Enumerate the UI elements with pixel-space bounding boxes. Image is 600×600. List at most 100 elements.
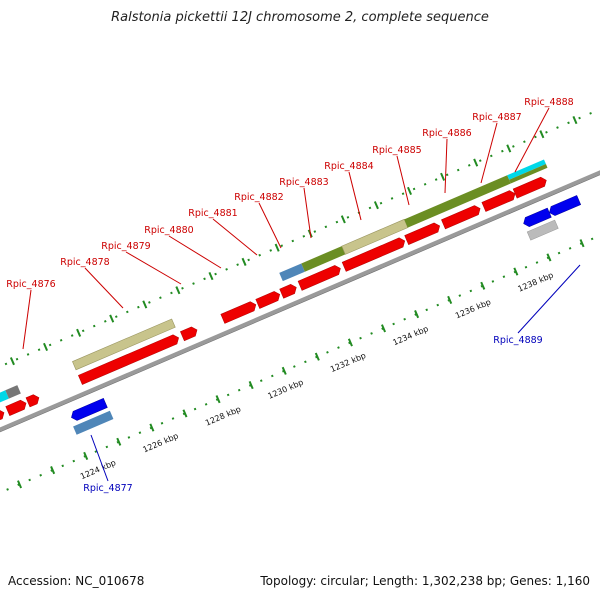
- gene-rpic-4880: [220, 301, 257, 324]
- topology-summary: Topology: circular; Length: 1,302,238 bp…: [260, 574, 590, 588]
- track-major-tick: [572, 115, 578, 125]
- track-major-tick: [539, 130, 545, 139]
- gene-label-rpic-4883: Rpic_4883: [279, 177, 328, 188]
- gene-rpic-4886: [441, 205, 481, 230]
- track-major-tick: [407, 186, 413, 196]
- gene-label-rpic-4884: Rpic_4884: [324, 161, 373, 172]
- track-major-tick: [175, 286, 181, 295]
- gene-rpic-4888: [512, 176, 547, 199]
- gene-rpic-4879: [180, 326, 198, 342]
- cog-bar-rpic-4878: [72, 318, 176, 371]
- gene-rpic-4881: [255, 291, 281, 309]
- gene-leader-line: [212, 218, 258, 256]
- track-major-tick: [142, 300, 148, 309]
- track-major-tick: [513, 267, 519, 276]
- gene-labels: Rpic_4876 Rpic_4877 Rpic_4878 Rpic_4879 Rpic…: [6, 97, 581, 494]
- gene-leader-line: [168, 235, 222, 269]
- gene-leader-line: [480, 122, 498, 184]
- track-major-tick: [149, 423, 155, 432]
- reverse-track-major-ticks: [17, 239, 585, 489]
- track-major-tick: [248, 380, 254, 390]
- forward-genes: [0, 176, 547, 427]
- gene-left-1: [0, 409, 5, 427]
- track-major-tick: [116, 437, 122, 446]
- cog-bar-rpic-4887: [507, 159, 546, 180]
- gene-rpic-4885: [404, 222, 441, 245]
- cog-bar-rpic-4877: [73, 410, 114, 435]
- track-major-tick: [76, 328, 82, 337]
- track-major-tick: [241, 257, 247, 266]
- cog-bar-cyan-left: [0, 390, 9, 411]
- gene-left-3: [25, 394, 40, 408]
- gene-leader-line: [303, 187, 312, 239]
- track-major-tick: [109, 314, 115, 323]
- gene-label-rpic-4885: Rpic_4885: [372, 145, 421, 156]
- gene-leader-line: [517, 264, 581, 334]
- track-major-tick: [50, 466, 56, 475]
- accession-label: Accession: NC_010678: [8, 574, 145, 588]
- gene-label-rpic-4877: Rpic_4877: [83, 483, 132, 494]
- forward-track-dots: [0, 97, 600, 399]
- gene-label-rpic-4887: Rpic_4887: [472, 112, 521, 123]
- map-frame: 1224 kbp 1226 kbp 1228 kbp 1230 kbp 1232 kbp…: [0, 97, 600, 505]
- kbp-scale: 1224 kbp 1226 kbp 1228 kbp 1230 kbp 1232 kbp…: [79, 271, 555, 482]
- reverse-genes: [71, 195, 582, 421]
- gene-rpic-4887: [481, 190, 516, 212]
- gene-label-rpic-4882: Rpic_4882: [234, 192, 283, 203]
- gene-rpic-4889: [523, 207, 552, 227]
- gene-rpic-4883: [297, 265, 341, 291]
- track-major-tick: [414, 310, 420, 319]
- track-major-tick: [314, 352, 320, 361]
- cog-bar-rpic-4885: [404, 175, 511, 228]
- kbp-tick-label: 1226 kbp: [142, 431, 180, 454]
- track-major-tick: [274, 243, 280, 252]
- gene-label-rpic-4878: Rpic_4878: [60, 257, 109, 268]
- gene-right-edge: [549, 195, 582, 216]
- track-major-tick: [9, 357, 15, 366]
- track-major-tick: [506, 144, 512, 153]
- kbp-tick-label: 1228 kbp: [204, 405, 242, 428]
- track-major-tick: [208, 271, 214, 281]
- track-major-tick: [17, 480, 23, 489]
- track-major-tick: [340, 215, 346, 224]
- gene-rpic-4882: [279, 284, 297, 299]
- track-major-tick: [440, 172, 446, 181]
- track-major-tick: [347, 338, 353, 347]
- gene-leader-line: [258, 202, 282, 249]
- track-major-tick: [473, 158, 479, 167]
- track-major-tick: [43, 342, 49, 352]
- kbp-tick-label: 1232 kbp: [329, 351, 367, 374]
- cog-bar-gray-left: [5, 385, 21, 399]
- gene-left-2: [5, 399, 27, 416]
- gene-leader-line: [444, 138, 448, 194]
- gene-leader-line: [22, 289, 32, 350]
- gene-label-rpic-4880: Rpic_4880: [144, 225, 193, 236]
- kbp-tick-label: 1236 kbp: [454, 297, 492, 320]
- gene-label-rpic-4888: Rpic_4888: [524, 97, 573, 108]
- gene-label-rpic-4881: Rpic_4881: [188, 208, 237, 219]
- kbp-tick-label: 1234 kbp: [392, 324, 430, 347]
- gene-leader-line: [125, 251, 182, 285]
- track-major-tick: [182, 409, 188, 418]
- gene-label-rpic-4889: Rpic_4889: [493, 335, 542, 346]
- gene-rpic-4877: [71, 397, 108, 421]
- map-title: Ralstonia pickettii 12J chromosome 2, co…: [111, 10, 489, 25]
- backbone: [0, 149, 600, 453]
- forward-track-major-ticks: [9, 115, 578, 366]
- track-major-tick: [373, 201, 379, 210]
- track-major-tick: [381, 324, 387, 333]
- gene-label-rpic-4879: Rpic_4879: [101, 241, 150, 252]
- gene-rpic-4878: [78, 334, 179, 385]
- track-major-tick: [83, 451, 89, 461]
- gene-leader-line: [514, 107, 550, 173]
- gene-label-rpic-4876: Rpic_4876: [6, 279, 55, 290]
- cog-bar-rpic-4888: [509, 164, 548, 184]
- kbp-tick-label: 1238 kbp: [517, 271, 555, 294]
- track-major-tick: [546, 253, 552, 262]
- gene-label-rpic-4886: Rpic_4886: [422, 128, 471, 139]
- kbp-tick-label: 1224 kbp: [79, 458, 117, 481]
- gene-leader-line: [90, 434, 109, 482]
- track-major-tick: [215, 395, 221, 404]
- gene-rpic-4884: [341, 237, 406, 272]
